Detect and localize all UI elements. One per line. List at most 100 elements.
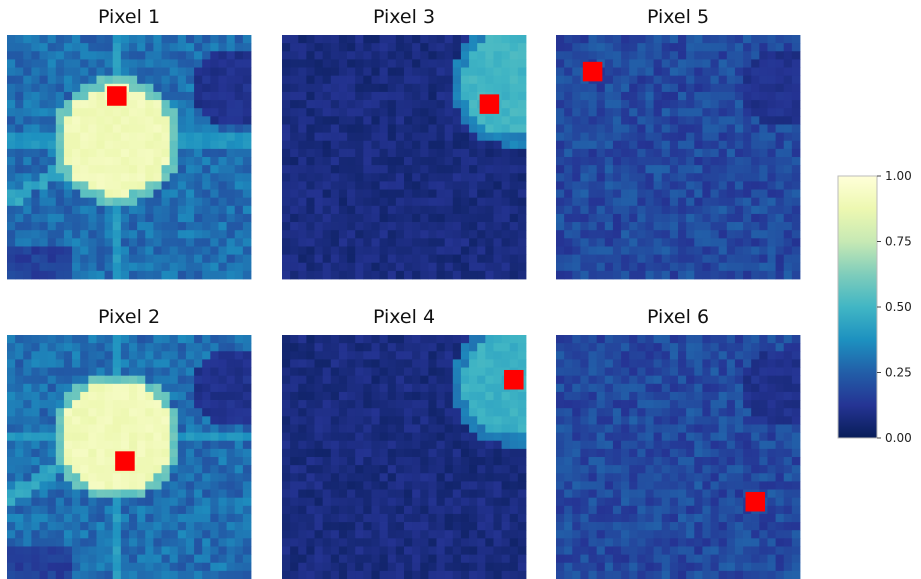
heatmap-cell bbox=[791, 408, 801, 417]
heatmap-cell bbox=[395, 132, 405, 142]
heatmap-cell bbox=[314, 67, 324, 77]
heatmap-cell bbox=[47, 367, 57, 377]
heatmap-cell bbox=[96, 538, 105, 547]
heatmap-cell bbox=[637, 367, 646, 377]
heatmap-cell bbox=[55, 522, 65, 531]
heatmap-cell bbox=[404, 100, 413, 109]
heatmap-cell bbox=[104, 554, 114, 564]
heatmap-cell bbox=[669, 100, 679, 109]
heatmap-cell bbox=[153, 270, 162, 280]
heatmap-cell bbox=[210, 148, 219, 158]
heatmap-cell bbox=[509, 189, 519, 199]
heatmap-cell bbox=[120, 343, 130, 352]
heatmap-cell bbox=[404, 189, 413, 199]
heatmap-cell bbox=[460, 262, 470, 272]
heatmap-cell bbox=[153, 51, 162, 60]
heatmap-cell bbox=[55, 51, 65, 60]
heatmap-cell bbox=[314, 100, 324, 109]
heatmap-cell bbox=[322, 254, 332, 264]
heatmap-cell bbox=[298, 424, 307, 433]
heatmap-cell bbox=[137, 562, 146, 572]
heatmap-cell bbox=[80, 213, 89, 223]
heatmap-cell bbox=[444, 213, 454, 223]
heatmap-cell bbox=[322, 359, 332, 368]
heatmap-cell bbox=[477, 505, 486, 515]
heatmap-cell bbox=[387, 108, 397, 117]
heatmap-cell bbox=[596, 83, 606, 93]
heatmap-cell bbox=[161, 59, 171, 68]
heatmap-cell bbox=[379, 481, 389, 490]
heatmap-cell bbox=[322, 570, 332, 579]
heatmap-cell bbox=[588, 416, 598, 425]
heatmap-cell bbox=[298, 75, 307, 85]
heatmap-cell bbox=[7, 481, 16, 490]
heatmap-cell bbox=[734, 157, 744, 166]
heatmap-cell bbox=[129, 383, 138, 393]
heatmap-cell bbox=[686, 35, 695, 44]
heatmap-cell bbox=[661, 416, 671, 425]
heatmap-cell bbox=[355, 570, 364, 579]
heatmap-cell bbox=[234, 83, 244, 93]
heatmap-cell bbox=[612, 246, 622, 255]
heatmap-cell bbox=[404, 132, 413, 142]
heatmap-cell bbox=[509, 230, 519, 239]
heatmap-cell bbox=[387, 197, 397, 207]
heatmap-cell bbox=[621, 148, 630, 158]
heatmap-cell bbox=[469, 432, 478, 442]
heatmap-cell bbox=[702, 400, 711, 409]
heatmap-cell bbox=[420, 148, 429, 158]
heatmap-cell bbox=[282, 538, 291, 547]
heatmap-cell bbox=[604, 351, 614, 360]
heatmap-cell bbox=[661, 205, 671, 215]
heatmap-cell bbox=[47, 522, 57, 531]
heatmap-cell bbox=[509, 238, 519, 247]
heatmap-cell bbox=[629, 254, 638, 264]
heatmap-cell bbox=[80, 400, 89, 409]
heatmap-cell bbox=[444, 570, 454, 579]
heatmap-cell bbox=[751, 262, 760, 272]
heatmap-cell bbox=[694, 181, 703, 190]
heatmap-cell bbox=[104, 546, 114, 555]
heatmap-cell bbox=[469, 157, 478, 166]
heatmap-cell bbox=[226, 416, 236, 425]
heatmap-cell bbox=[629, 181, 638, 190]
heatmap-cell bbox=[290, 359, 299, 368]
heatmap-cell bbox=[194, 59, 203, 68]
heatmap-cell bbox=[469, 100, 478, 109]
heatmap-cell bbox=[7, 75, 16, 85]
heatmap-cell bbox=[39, 124, 49, 133]
heatmap-cell bbox=[661, 213, 671, 223]
heatmap-cell bbox=[290, 481, 299, 490]
heatmap-cell bbox=[436, 546, 446, 555]
heatmap-cell bbox=[129, 165, 138, 174]
heatmap-cell bbox=[161, 124, 171, 133]
heatmap-cell bbox=[694, 165, 703, 174]
heatmap-cell bbox=[493, 173, 502, 182]
heatmap-cell bbox=[501, 489, 511, 499]
heatmap-cell bbox=[202, 440, 211, 450]
heatmap-cell bbox=[338, 205, 348, 215]
heatmap-cell bbox=[556, 359, 565, 368]
heatmap-cell bbox=[129, 157, 138, 166]
heatmap-cell bbox=[177, 75, 187, 85]
heatmap-cell bbox=[718, 270, 728, 280]
heatmap-cell bbox=[306, 157, 315, 166]
heatmap-cell bbox=[501, 148, 511, 158]
heatmap-cell bbox=[791, 270, 801, 280]
heatmap-cell bbox=[412, 522, 421, 531]
heatmap-cell bbox=[242, 513, 252, 523]
heatmap-cell bbox=[556, 205, 565, 215]
heatmap bbox=[282, 335, 527, 579]
heatmap-cell bbox=[7, 35, 16, 44]
heatmap-cell bbox=[501, 335, 511, 344]
heatmap-cell bbox=[469, 400, 478, 409]
heatmap-cell bbox=[387, 343, 397, 352]
heatmap-cell bbox=[137, 43, 146, 52]
heatmap-cell bbox=[710, 222, 720, 231]
heatmap-cell bbox=[80, 83, 89, 93]
heatmap-cell bbox=[379, 505, 389, 515]
heatmap-cell bbox=[7, 489, 16, 499]
heatmap-cell bbox=[517, 91, 527, 101]
heatmap-cell bbox=[290, 335, 299, 344]
heatmap-cell bbox=[726, 238, 736, 247]
